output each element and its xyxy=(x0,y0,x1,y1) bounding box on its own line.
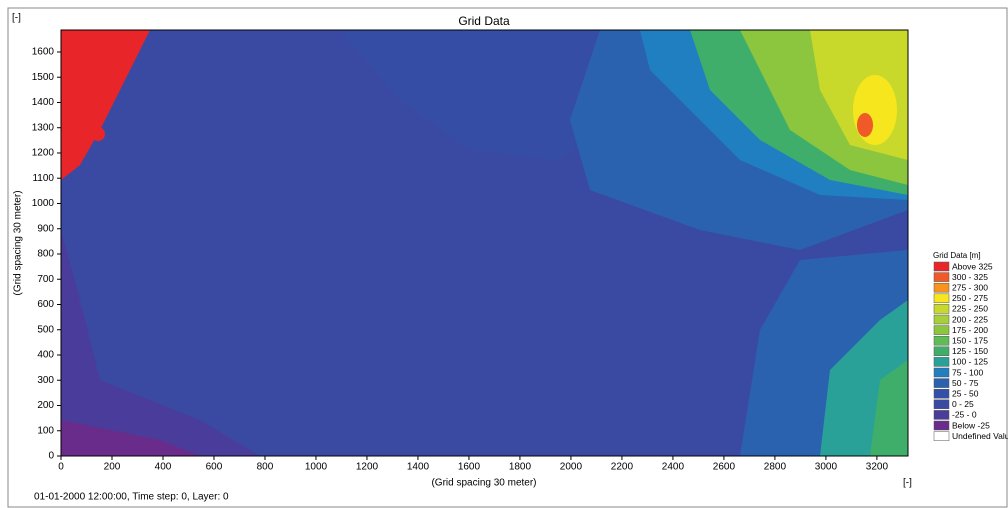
y-tick-label: 1500 xyxy=(32,72,55,83)
chart: Grid Data [-] [-] (Grid spacing 30 meter… xyxy=(0,0,1008,508)
x-tick-label: 600 xyxy=(206,462,223,473)
x-unit: [-] xyxy=(903,478,912,489)
legend-label: 200 - 225 xyxy=(952,314,988,324)
legend-swatch xyxy=(934,410,949,419)
x-tick-label: 200 xyxy=(104,462,121,473)
region xyxy=(91,127,105,141)
footer: 01-01-2000 12:00:00, Time step: 0, Layer… xyxy=(34,492,229,503)
map-field xyxy=(61,30,908,456)
legend-label: 275 - 300 xyxy=(952,282,988,292)
legend-label: 25 - 50 xyxy=(952,388,979,398)
legend-swatch xyxy=(934,262,949,271)
x-tick-label: 1800 xyxy=(509,462,532,473)
legend-label: -25 - 0 xyxy=(952,410,977,420)
x-axis-label: (Grid spacing 30 meter) xyxy=(431,478,536,489)
legend-label: Undefined Value xyxy=(952,431,1008,441)
x-tick-label: 3200 xyxy=(866,462,889,473)
legend-label: 75 - 100 xyxy=(952,367,983,377)
legend-label: Below -25 xyxy=(952,420,990,430)
legend-swatch xyxy=(934,283,949,292)
legend-swatch xyxy=(934,432,949,441)
chart-title: Grid Data xyxy=(458,14,510,28)
y-tick-label: 1100 xyxy=(32,173,54,184)
legend-swatch xyxy=(934,315,949,324)
y-tick-label: 1300 xyxy=(32,122,55,133)
legend-swatch xyxy=(934,400,949,409)
y-tick-label: 400 xyxy=(37,350,54,361)
legend-label: 175 - 200 xyxy=(952,325,988,335)
x-tick-label: 2000 xyxy=(560,462,583,473)
legend-label: 125 - 150 xyxy=(952,346,988,356)
legend-swatch xyxy=(934,273,949,282)
legend-label: 100 - 125 xyxy=(952,357,988,367)
legend-label: 250 - 275 xyxy=(952,293,988,303)
legend-swatch xyxy=(934,336,949,345)
legend-swatch xyxy=(934,294,949,303)
legend-swatch xyxy=(934,304,949,313)
legend-swatch xyxy=(934,421,949,430)
x-tick-label: 0 xyxy=(58,462,64,473)
x-tick-label: 2800 xyxy=(764,462,787,473)
y-tick-label: 0 xyxy=(48,451,54,462)
y-tick-label: 800 xyxy=(37,249,54,260)
y-tick-label: 1600 xyxy=(32,47,55,58)
x-tick-label: 800 xyxy=(257,462,274,473)
region xyxy=(853,75,897,145)
legend-label: 0 - 25 xyxy=(952,399,974,409)
x-tick-label: 2200 xyxy=(611,462,634,473)
legend-swatch xyxy=(934,389,949,398)
legend-label: 150 - 175 xyxy=(952,335,988,345)
x-tick-label: 2600 xyxy=(713,462,736,473)
x-tick-label: 3000 xyxy=(815,462,838,473)
legend-label: 50 - 75 xyxy=(952,378,979,388)
y-unit: [-] xyxy=(12,13,21,24)
legend-title: Grid Data [m] xyxy=(933,251,981,260)
y-tick-label: 1000 xyxy=(32,198,55,209)
x-tick-label: 1000 xyxy=(305,462,328,473)
legend-label: 300 - 325 xyxy=(952,272,988,282)
y-tick-label: 1200 xyxy=(32,148,55,159)
y-tick-label: 500 xyxy=(37,324,54,335)
legend-label: 225 - 250 xyxy=(952,304,988,314)
legend-swatch xyxy=(934,347,949,356)
y-tick-label: 1400 xyxy=(32,97,55,108)
legend-swatch xyxy=(934,379,949,388)
x-tick-label: 1400 xyxy=(407,462,430,473)
x-tick-label: 2400 xyxy=(662,462,685,473)
x-tick-label: 400 xyxy=(155,462,172,473)
y-axis-label: (Grid spacing 30 meter) xyxy=(13,190,24,295)
x-tick-label: 1200 xyxy=(356,462,379,473)
legend-swatch xyxy=(934,326,949,335)
x-tick-label: 1600 xyxy=(458,462,481,473)
region xyxy=(857,113,873,137)
legend-swatch xyxy=(934,368,949,377)
legend-swatch xyxy=(934,357,949,366)
legend-label: Above 325 xyxy=(952,261,993,271)
y-tick-label: 900 xyxy=(37,223,54,234)
y-tick-label: 300 xyxy=(37,375,54,386)
y-tick-label: 600 xyxy=(37,299,54,310)
y-tick-label: 100 xyxy=(37,425,54,436)
y-tick-label: 200 xyxy=(37,400,54,411)
y-tick-label: 700 xyxy=(37,274,54,285)
